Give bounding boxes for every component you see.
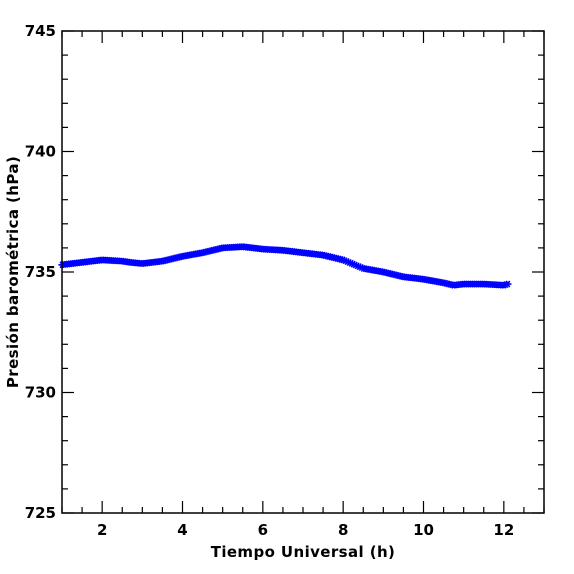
y-tick-label: 740 bbox=[25, 143, 56, 161]
plot-frame bbox=[61, 30, 545, 514]
x-tick-label: 8 bbox=[338, 521, 348, 539]
x-axis-label: Tiempo Universal (h) bbox=[211, 543, 396, 561]
y-tick-label: 745 bbox=[25, 22, 56, 40]
x-tick-label: 12 bbox=[493, 521, 514, 539]
y-tick-label: 735 bbox=[25, 263, 56, 281]
x-tick-labels: 2 4 6 8 10 12 bbox=[97, 521, 514, 539]
data-points bbox=[58, 243, 512, 289]
y-tick-label: 730 bbox=[25, 384, 56, 402]
x-tick-label: 6 bbox=[258, 521, 268, 539]
tick-marks bbox=[61, 30, 545, 514]
x-tick-label: 4 bbox=[177, 521, 187, 539]
y-tick-label: 725 bbox=[25, 504, 56, 522]
y-tick-labels: 725 730 735 740 745 bbox=[25, 22, 56, 522]
x-tick-label: 2 bbox=[97, 521, 107, 539]
y-axis-label: Presión barométrica (hPa) bbox=[4, 156, 22, 388]
data-point bbox=[504, 280, 512, 288]
x-tick-label: 10 bbox=[413, 521, 434, 539]
data-series bbox=[58, 243, 512, 289]
